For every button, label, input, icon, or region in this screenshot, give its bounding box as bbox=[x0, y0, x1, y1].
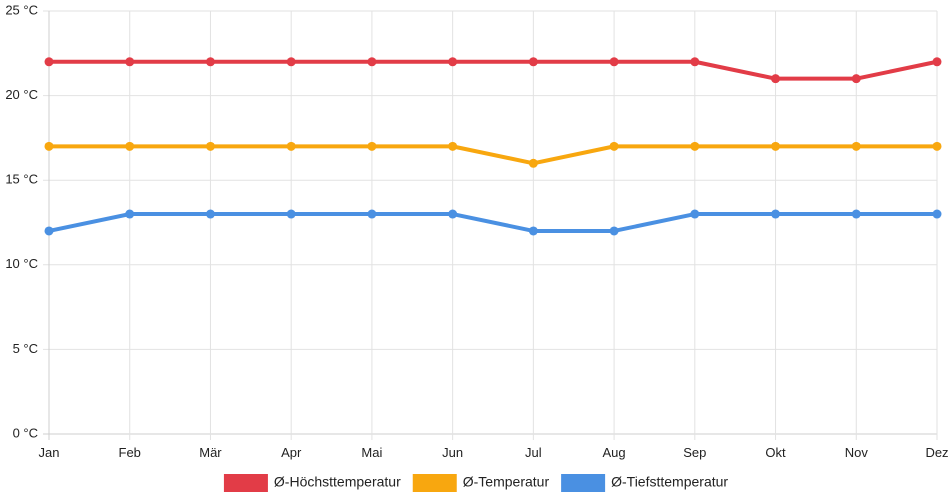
data-point[interactable] bbox=[205, 209, 215, 219]
data-point[interactable] bbox=[932, 57, 942, 67]
data-point[interactable] bbox=[125, 57, 135, 67]
data-point[interactable] bbox=[690, 57, 700, 67]
series-line bbox=[47, 59, 939, 81]
data-point[interactable] bbox=[771, 209, 781, 219]
x-tick-label: Aug bbox=[603, 445, 626, 460]
grid-layer bbox=[43, 10, 938, 440]
data-point[interactable] bbox=[125, 209, 135, 219]
legend-item[interactable]: Ø-Höchsttemperatur bbox=[223, 474, 401, 492]
data-point[interactable] bbox=[44, 57, 54, 67]
data-point[interactable] bbox=[771, 141, 781, 151]
x-tick-label: Sep bbox=[683, 445, 706, 460]
x-tick-label: Feb bbox=[119, 445, 141, 460]
data-point[interactable] bbox=[125, 141, 135, 151]
data-point[interactable] bbox=[367, 141, 377, 151]
series-line bbox=[47, 144, 939, 166]
y-tick-label: 20 °C bbox=[5, 87, 38, 102]
data-point[interactable] bbox=[851, 74, 861, 84]
data-point[interactable] bbox=[44, 141, 54, 151]
x-tick-label: Jan bbox=[39, 445, 60, 460]
legend-label: Ø-Temperatur bbox=[463, 474, 550, 490]
series-1 bbox=[44, 141, 942, 168]
legend-swatch bbox=[412, 474, 457, 492]
y-tick-label: 0 °C bbox=[13, 425, 38, 440]
x-tick-label: Apr bbox=[281, 445, 302, 460]
data-point[interactable] bbox=[286, 209, 296, 219]
data-point[interactable] bbox=[771, 74, 781, 84]
legend: Ø-Höchsttemperatur Ø-Temperatur Ø-Tiefstte… bbox=[223, 474, 728, 492]
x-tick-label: Dez bbox=[925, 445, 948, 460]
legend-item[interactable]: Ø-Temperatur bbox=[412, 474, 550, 492]
x-tick-label: Okt bbox=[765, 445, 786, 460]
data-point[interactable] bbox=[932, 141, 942, 151]
legend-swatch bbox=[223, 474, 268, 492]
data-point[interactable] bbox=[286, 141, 296, 151]
data-point[interactable] bbox=[286, 57, 296, 67]
data-point[interactable] bbox=[367, 209, 377, 219]
series-line bbox=[47, 212, 939, 233]
legend-label: Ø-Tiefsttemperatur bbox=[611, 474, 728, 490]
data-point[interactable] bbox=[448, 209, 458, 219]
data-point[interactable] bbox=[528, 158, 538, 168]
legend-item[interactable]: Ø-Tiefsttemperatur bbox=[561, 474, 728, 492]
y-tick-label: 10 °C bbox=[5, 256, 38, 271]
data-point[interactable] bbox=[205, 141, 215, 151]
legend-swatch bbox=[561, 474, 606, 492]
data-point[interactable] bbox=[528, 226, 538, 236]
data-point[interactable] bbox=[528, 57, 538, 67]
data-point[interactable] bbox=[932, 209, 942, 219]
x-tick-label: Mai bbox=[361, 445, 382, 460]
y-tick-label: 25 °C bbox=[5, 2, 38, 17]
x-tick-label: Nov bbox=[845, 445, 869, 460]
data-point[interactable] bbox=[851, 209, 861, 219]
legend-label: Ø-Höchsttemperatur bbox=[274, 474, 401, 490]
data-point[interactable] bbox=[205, 57, 215, 67]
x-tick-label: Jun bbox=[442, 445, 463, 460]
series-layer bbox=[44, 57, 942, 236]
data-point[interactable] bbox=[367, 57, 377, 67]
data-point[interactable] bbox=[690, 141, 700, 151]
data-point[interactable] bbox=[609, 141, 619, 151]
data-point[interactable] bbox=[690, 209, 700, 219]
data-point[interactable] bbox=[609, 226, 619, 236]
x-tick-label: Jul bbox=[525, 445, 542, 460]
data-point[interactable] bbox=[609, 57, 619, 67]
axis-layer: 0 °C 5 °C 10 °C 15 °C 20 °C 25 °C Jan Feb Mär Apr… bbox=[5, 2, 948, 460]
x-tick-label: Mär bbox=[199, 445, 222, 460]
y-tick-label: 15 °C bbox=[5, 172, 38, 187]
data-point[interactable] bbox=[448, 141, 458, 151]
series-0 bbox=[44, 57, 942, 84]
data-point[interactable] bbox=[448, 57, 458, 67]
y-tick-label: 5 °C bbox=[13, 341, 38, 356]
data-point[interactable] bbox=[851, 141, 861, 151]
series-2 bbox=[44, 209, 942, 236]
data-point[interactable] bbox=[44, 226, 54, 236]
